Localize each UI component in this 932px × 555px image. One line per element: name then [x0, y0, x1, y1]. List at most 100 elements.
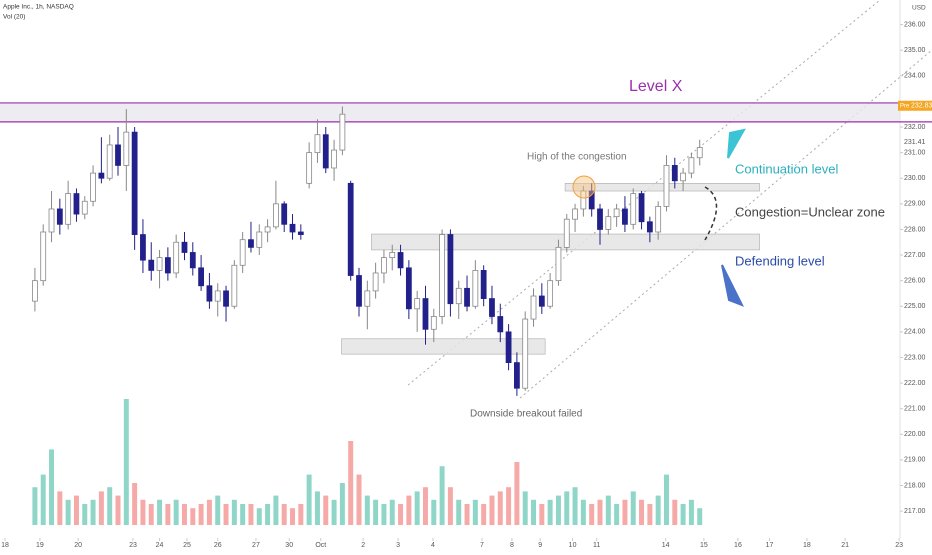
candle-body [273, 203, 279, 228]
volume-bar [389, 499, 395, 525]
candle-body [688, 157, 695, 174]
volume-bar [555, 495, 561, 525]
level-label: Level X [629, 78, 683, 95]
annotation: High of the congestion [527, 152, 627, 163]
candle-body [439, 234, 445, 317]
volume-bar [564, 491, 570, 525]
candle-body [572, 208, 578, 220]
pre-tag: Pre [900, 103, 910, 109]
y-tick-label: 217.00 [904, 508, 926, 515]
volume-bar [265, 504, 271, 525]
y-tick-label: 220.00 [904, 431, 926, 438]
volume-bar [115, 495, 121, 525]
volume-bar [157, 499, 163, 525]
candle-body [32, 280, 38, 302]
candle-body [56, 208, 63, 225]
y-tick-label: 219.00 [904, 457, 926, 464]
volume-bar [431, 499, 437, 525]
volume-bar [672, 499, 678, 525]
candle-body [248, 239, 254, 248]
x-tick-label: 2 [361, 542, 365, 549]
volume-bar [98, 491, 104, 525]
candle-body [655, 205, 662, 233]
candle-body [156, 257, 163, 271]
volume-bar [472, 499, 478, 525]
volume-bar [422, 487, 428, 525]
x-tick-label: 19 [36, 542, 44, 549]
zone [564, 183, 760, 192]
candle-body [164, 257, 171, 274]
x-tick-label: 8 [510, 542, 514, 549]
candle-body [106, 144, 113, 179]
x-tick-label: 17 [766, 542, 774, 549]
candle-body [622, 208, 628, 225]
candle-body [430, 316, 437, 330]
volume-bar [622, 499, 628, 525]
candle-body [65, 193, 72, 225]
candle-body [646, 221, 653, 233]
volume-bar [198, 504, 204, 525]
volume-bar [630, 491, 636, 525]
annotation: Congestion=Unclear zone [735, 204, 885, 219]
x-tick-label: Oct [315, 542, 326, 549]
x-tick-label: 4 [431, 542, 435, 549]
volume-bar [697, 508, 703, 525]
candle-body [364, 290, 371, 307]
up-arrow [727, 128, 746, 159]
volume-bar [663, 474, 669, 525]
candle-body [173, 241, 180, 274]
candle-body [663, 165, 670, 207]
volume-bar [206, 499, 212, 525]
x-tick-label: 30 [285, 542, 293, 549]
candle-body [613, 208, 620, 218]
volume-bar [539, 504, 545, 525]
candle-body [231, 264, 238, 307]
candle-body [447, 234, 454, 305]
volume-bar [356, 474, 362, 525]
volume-bar [223, 504, 229, 525]
volume-bar [281, 504, 287, 525]
x-tick-label: 18 [1, 542, 9, 549]
x-tick-label: 18 [803, 542, 811, 549]
volume-bar [65, 499, 71, 525]
volume-bar [298, 504, 304, 525]
volume-bar [314, 491, 320, 525]
volume-bar [489, 495, 495, 525]
volume-bar [231, 499, 237, 525]
candle-body [480, 270, 487, 299]
candle-body [181, 241, 188, 253]
y-tick-label: 218.00 [904, 482, 926, 489]
volume-bar [514, 462, 520, 525]
volume-bar [132, 483, 138, 525]
volume-bar [456, 499, 462, 525]
y-tick-label: 223.00 [904, 354, 926, 361]
volume-bar [339, 483, 345, 525]
candle-body [73, 193, 80, 215]
pre-price: 232.83 [911, 103, 932, 110]
candle-body [322, 134, 329, 169]
candle-body [198, 267, 205, 287]
volume-bar [688, 499, 694, 525]
volume-bar [639, 499, 645, 525]
volume-bar [40, 474, 46, 525]
candle-body [472, 270, 479, 307]
candle-body [48, 208, 55, 233]
candle-body [140, 234, 146, 261]
volume-bar [373, 499, 379, 525]
candle-body [123, 131, 130, 166]
candle-body [90, 172, 96, 202]
candle-body [306, 152, 313, 184]
candle-body [696, 147, 703, 159]
volume-bar [398, 504, 404, 525]
volume-bar [331, 499, 337, 525]
volume-bar [256, 508, 262, 525]
y-tick-label: 225.00 [904, 303, 926, 310]
candle-body [314, 134, 321, 154]
candle-body [264, 226, 271, 233]
x-tick-label: 9 [538, 542, 542, 549]
candle-body [214, 290, 221, 302]
candle-body [489, 298, 495, 317]
y-tick-label: 222.00 [904, 380, 926, 387]
candle-body [563, 218, 570, 248]
